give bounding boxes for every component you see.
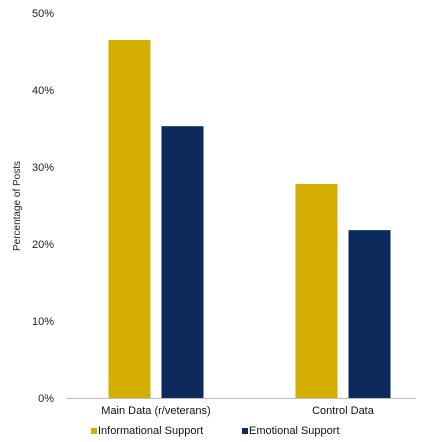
bar-informational-support	[108, 39, 151, 398]
y-tick-labels: 0% 10% 20% 30% 40% 50%	[32, 8, 54, 405]
legend-label: Emotional Support	[249, 425, 340, 437]
category-label: Control Data	[312, 405, 375, 417]
y-tick-label: 30%	[32, 162, 54, 174]
legend-swatch	[242, 428, 248, 434]
category-labels: Main Data (r/veterans) Control Data	[101, 405, 374, 417]
bar-series	[108, 39, 391, 398]
y-tick-label: 10%	[32, 316, 54, 328]
bar-informational-support	[295, 183, 338, 398]
y-axis-label: Percentage of Posts	[12, 161, 23, 251]
y-tick-label: 0%	[38, 393, 54, 405]
legend-swatch	[91, 428, 97, 434]
bar-emotional-support	[348, 230, 391, 398]
y-tick-label: 20%	[32, 239, 54, 251]
bar-emotional-support	[161, 126, 204, 398]
y-tick-label: 50%	[32, 8, 54, 20]
y-tick-label: 40%	[32, 85, 54, 97]
category-label: Main Data (r/veterans)	[101, 405, 210, 417]
legend: Informational Support Emotional Support	[91, 425, 340, 437]
legend-label: Informational Support	[98, 425, 203, 437]
